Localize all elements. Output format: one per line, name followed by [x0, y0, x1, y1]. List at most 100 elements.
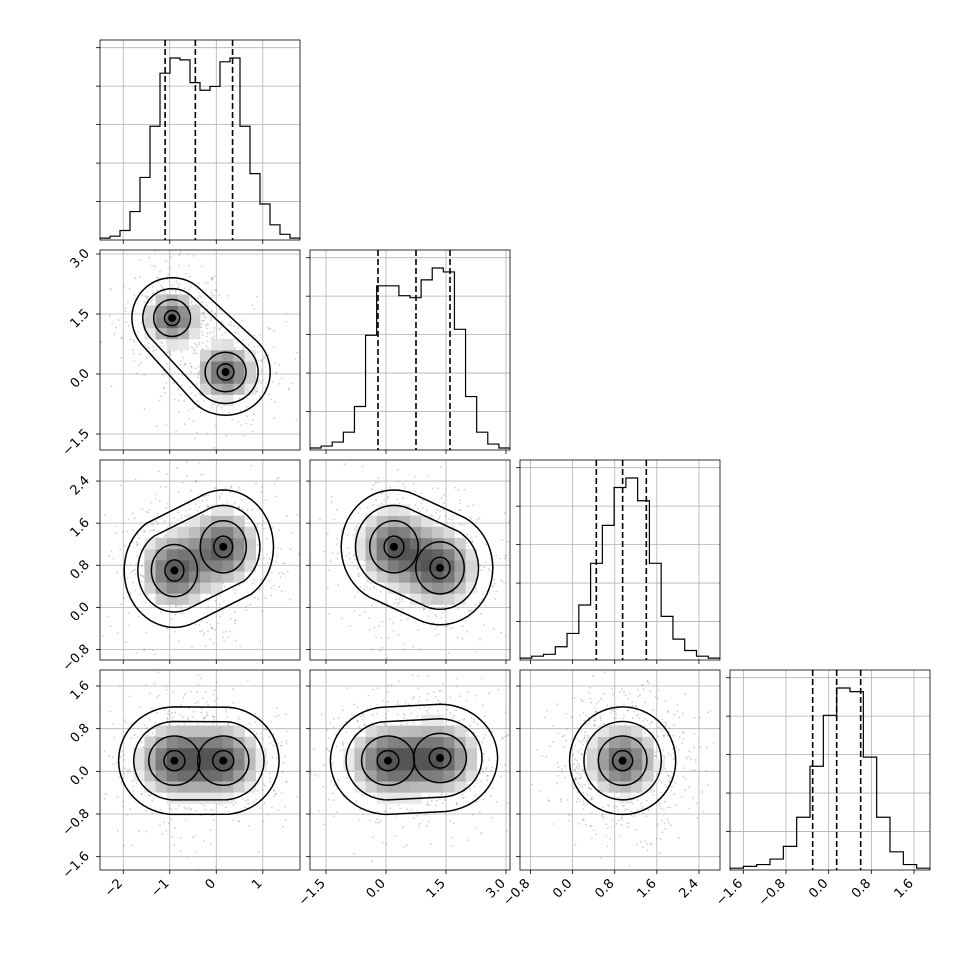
- scatter-point: [459, 695, 461, 697]
- scatter-point: [64, 728, 66, 730]
- scatter-point: [427, 474, 430, 477]
- scatter-point: [579, 714, 582, 717]
- scatter-point: [450, 845, 453, 847]
- scatter-point: [276, 707, 278, 710]
- density-cell: [410, 571, 422, 583]
- scatter-point: [479, 564, 482, 567]
- scatter-point: [213, 327, 215, 329]
- scatter-point: [196, 288, 199, 291]
- scatter-point: [547, 799, 550, 801]
- scatter-point: [275, 793, 277, 795]
- scatter-point: [589, 686, 591, 689]
- scatter-point: [237, 421, 240, 423]
- scatter-point: [198, 341, 201, 344]
- scatter-point: [177, 490, 180, 493]
- scatter-point: [245, 405, 248, 408]
- scatter-point: [368, 629, 371, 631]
- histogram-2: [520, 477, 720, 660]
- scatter-point: [471, 540, 473, 543]
- scatter-point: [402, 826, 404, 829]
- scatter-point: [114, 532, 117, 534]
- scatter-point: [449, 696, 452, 699]
- scatter-point: [280, 547, 283, 550]
- density-cell: [222, 747, 234, 760]
- scatter-point: [562, 746, 565, 749]
- scatter-point: [623, 703, 625, 705]
- density-cell: [211, 526, 223, 539]
- scatter-point: [261, 736, 264, 739]
- scatter-point: [426, 509, 428, 512]
- scatter-point: [612, 693, 614, 696]
- scatter-point: [108, 555, 111, 557]
- scatter-point: [242, 435, 245, 438]
- scatter-point: [424, 813, 427, 816]
- density-cell: [398, 792, 411, 804]
- scatter-point: [594, 725, 596, 728]
- scatter-point: [202, 312, 205, 315]
- scatter-point: [499, 557, 501, 560]
- scatter-point: [279, 744, 282, 747]
- scatter-point: [589, 788, 592, 790]
- density-cell: [620, 770, 632, 782]
- scatter-point: [640, 684, 643, 686]
- scatter-point: [397, 804, 400, 806]
- scatter-point: [706, 746, 708, 749]
- scatter-point: [630, 810, 633, 813]
- scatter-point: [263, 357, 266, 360]
- density-cell: [233, 350, 245, 362]
- scatter-point: [235, 588, 237, 591]
- scatter-point: [334, 784, 336, 786]
- scatter-point: [537, 865, 539, 867]
- scatter-point: [705, 769, 708, 772]
- scatter-point: [209, 443, 211, 445]
- density-cell: [376, 792, 389, 804]
- density-cell: [597, 747, 610, 760]
- scatter-point: [406, 618, 409, 621]
- scatter-point: [583, 783, 586, 786]
- scatter-point: [603, 692, 605, 695]
- scatter-point: [178, 804, 180, 807]
- density-cell: [222, 361, 234, 373]
- scatter-point: [501, 736, 504, 739]
- scatter-point: [355, 525, 358, 527]
- scatter-point: [617, 796, 620, 799]
- scatter-point: [595, 710, 598, 712]
- scatter-point: [165, 534, 167, 537]
- scatter-point: [428, 820, 430, 823]
- panel-frame: [99, 39, 301, 241]
- scatter-point: [495, 554, 498, 557]
- scatter-point: [574, 843, 577, 846]
- scatter-point: [205, 701, 208, 704]
- scatter-point: [228, 411, 231, 414]
- scatter-point: [482, 737, 485, 740]
- scatter-point: [503, 557, 506, 560]
- scatter-point: [396, 498, 399, 501]
- density-cell: [432, 781, 444, 793]
- scatter-point: [169, 354, 172, 357]
- scatter-point: [326, 587, 329, 589]
- scatter-point: [161, 287, 164, 289]
- scatter-point: [225, 708, 228, 711]
- density-cell: [244, 560, 256, 572]
- scatter-point: [436, 709, 439, 712]
- scatter-point: [152, 292, 154, 294]
- density-cell: [166, 792, 179, 804]
- density-cell: [166, 736, 179, 749]
- scatter-point: [659, 838, 662, 840]
- scatter-point: [244, 806, 247, 809]
- scatter-point: [383, 499, 385, 502]
- scatter-point: [199, 295, 202, 297]
- scatter-point: [646, 849, 649, 852]
- scatter-point: [169, 256, 172, 259]
- scatter-point: [122, 805, 124, 808]
- scatter-point: [467, 732, 469, 734]
- scatter-point: [392, 629, 395, 632]
- scatter-point: [259, 334, 262, 336]
- density-cell: [410, 548, 422, 561]
- scatter-point: [399, 807, 402, 810]
- scatter-point: [127, 518, 130, 521]
- scatter-point: [561, 771, 564, 773]
- scatter-point: [671, 748, 674, 750]
- x-tick-label: 1.6: [892, 876, 917, 901]
- scatter-point: [511, 769, 513, 771]
